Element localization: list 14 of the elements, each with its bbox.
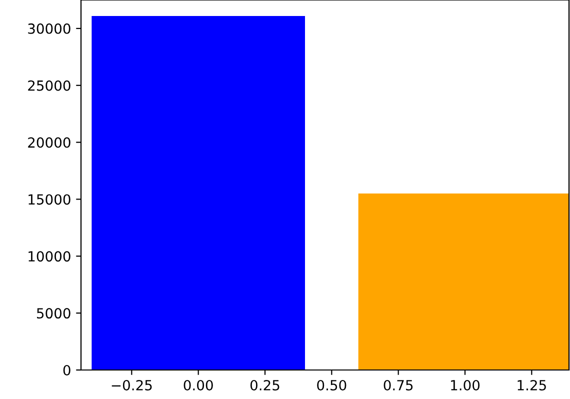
x-tick-label: 1.00 xyxy=(451,380,480,390)
x-tick-label: −0.25 xyxy=(112,380,152,390)
x-tick-label: 1.25 xyxy=(518,380,546,390)
y-tick-label: 10000 xyxy=(28,251,70,262)
x-tick-label: 0.25 xyxy=(250,380,280,390)
y-tick-label: 30000 xyxy=(28,23,70,34)
y-tick-label: 25000 xyxy=(28,80,70,91)
y-tick-label: 5000 xyxy=(37,308,70,319)
y-tick-label: 20000 xyxy=(28,137,70,148)
x-tick-label: 0.50 xyxy=(317,380,346,390)
y-tick-label: 0 xyxy=(63,364,70,376)
y-tick-label: 15000 xyxy=(28,194,70,205)
x-tick-label: 0.75 xyxy=(384,380,413,390)
x-tick-label: 0.00 xyxy=(184,380,213,390)
